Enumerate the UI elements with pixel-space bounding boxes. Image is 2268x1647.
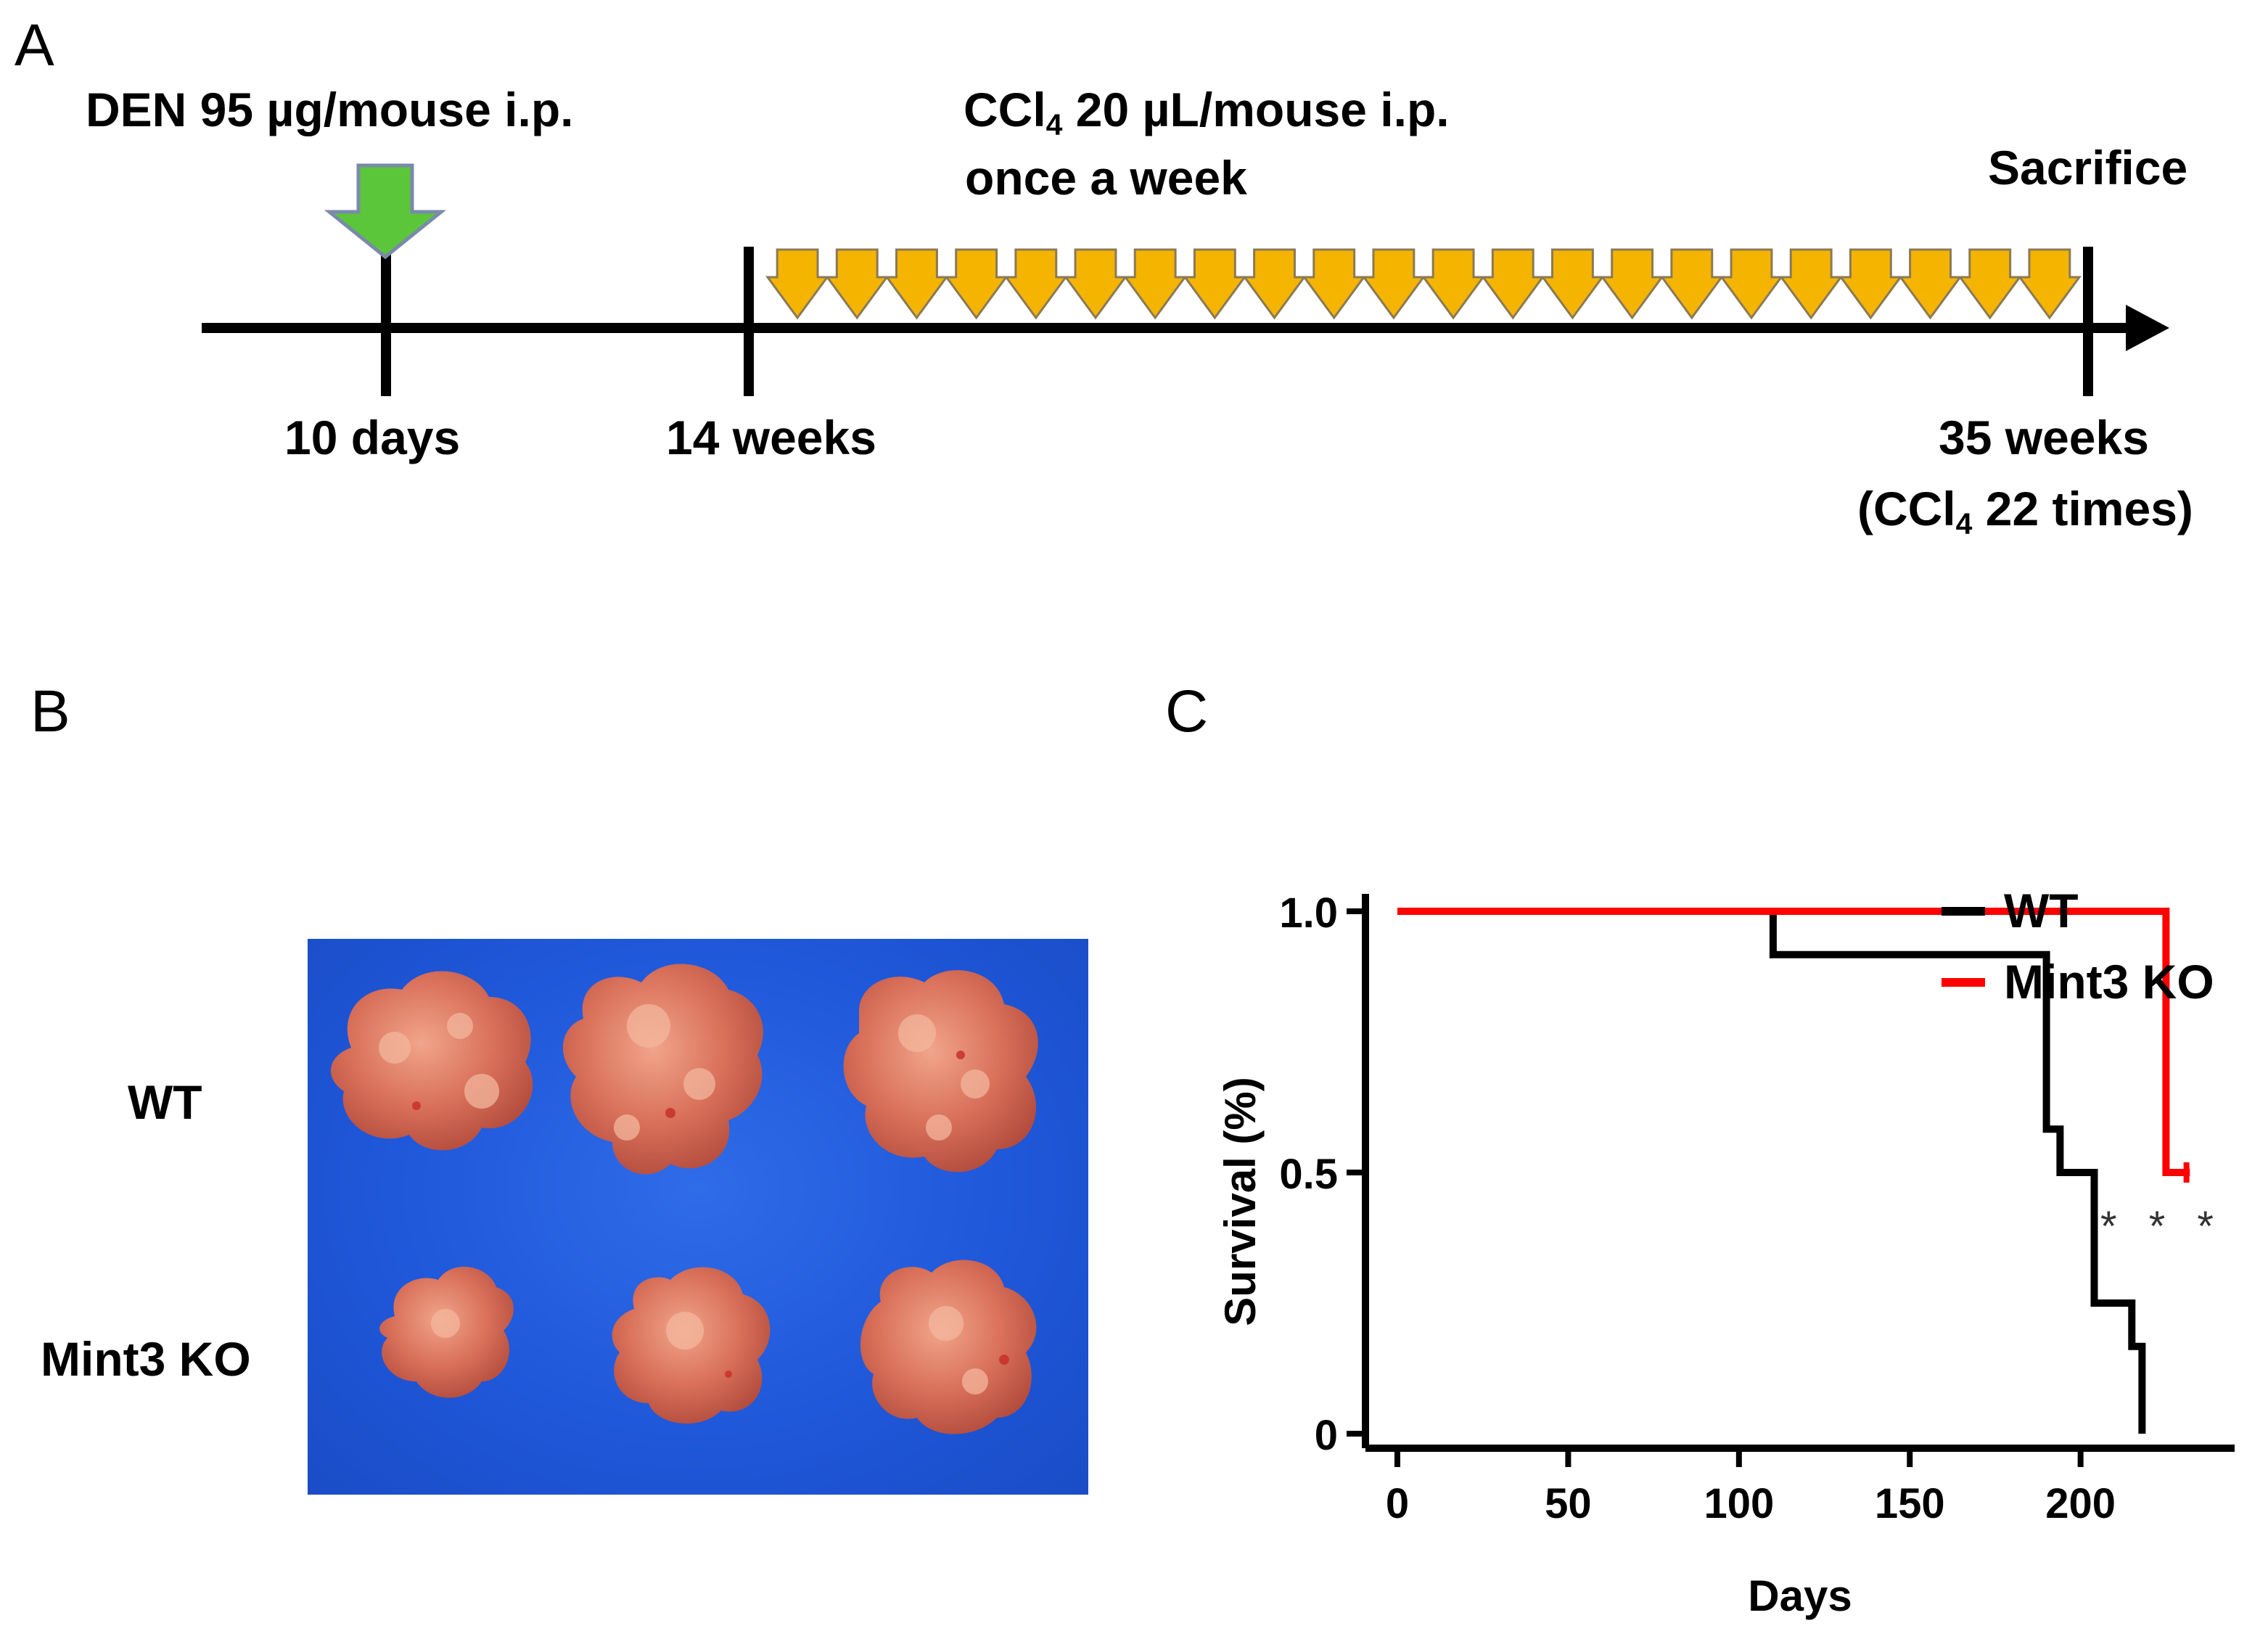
- y-tick-label: 1.0: [1279, 890, 1338, 937]
- ccl4-arrow-row: [765, 248, 2082, 320]
- ccl4-arrow-icon: [765, 248, 830, 320]
- panel-letter-b: B: [30, 678, 70, 744]
- photo-row-label-mint3ko: Mint3 KO: [41, 1332, 251, 1386]
- ccl4-arrow-icon: [2017, 248, 2082, 320]
- tick-label-ccl4-times: (CCl4 22 times): [1857, 482, 2193, 538]
- liver-nodule-texture: [379, 1004, 990, 1395]
- legend-label: WT: [2004, 884, 2079, 937]
- x-tick-label: 150: [1875, 1480, 1945, 1527]
- liver-tumor-photo: [308, 939, 1088, 1495]
- ccl4-times-suffix: 22 times): [1972, 482, 2193, 535]
- y-axis-title: Survival (%): [1216, 1077, 1265, 1326]
- ccl4-times-subscript: 4: [1955, 506, 1973, 541]
- x-tick-label: 200: [2045, 1480, 2116, 1527]
- ccl4-arrow-icon: [1242, 248, 1307, 320]
- x-tick-label: 0: [1386, 1480, 1409, 1527]
- ccl4-dose-text: 20 µL/mouse i.p.: [1062, 83, 1450, 136]
- liver-wt-2: [562, 964, 763, 1175]
- timeline-diagram: [202, 163, 2169, 396]
- x-axis-title: Days: [1748, 1572, 1852, 1620]
- liver-hemorrhage-spots: [412, 1051, 1009, 1378]
- ccl4-arrow-icon: [1659, 248, 1724, 320]
- ccl4-arrow-icon: [884, 248, 949, 320]
- significance-stars: * * *: [2100, 1203, 2224, 1250]
- ccl4-arrow-icon: [1898, 248, 1963, 320]
- y-tick-label: 0.5: [1279, 1151, 1338, 1198]
- series-mint3-ko-line: [1397, 908, 2190, 1176]
- den-arrow-icon: [324, 163, 447, 260]
- ccl4-arrow-icon: [1003, 248, 1068, 320]
- liver-wt-1: [330, 971, 533, 1151]
- ccl4-arrow-icon: [1719, 248, 1784, 320]
- ccl4-arrow-icon: [1361, 248, 1426, 320]
- ccl4-times-prefix: (CCl: [1857, 482, 1956, 535]
- ccl4-arrow-icon: [825, 248, 889, 320]
- y-tick-label: 0: [1315, 1412, 1338, 1459]
- panel-letter-a: A: [15, 12, 54, 78]
- ccl4-arrow-icon: [1302, 248, 1366, 320]
- liver-wt-3: [843, 970, 1038, 1172]
- series-wt-line: [1397, 908, 2146, 1434]
- ccl4-arrow-icon: [1838, 248, 1903, 320]
- ccl4-arrow-icon: [1481, 248, 1545, 320]
- tick-label-10-days: 10 days: [284, 411, 461, 464]
- ccl4-arrow-icon: [1779, 248, 1844, 320]
- liver-specimens: [330, 964, 1038, 1434]
- chart-legend: WT Mint3 KO: [1942, 884, 2214, 1009]
- survival-chart: 0 0.5 1.0 0 50 100 150 200 Days Survival (%) * * …: [1216, 884, 2235, 1620]
- ccl4-label-line2: once a week: [965, 151, 1247, 205]
- ccl4-subscript: 4: [1045, 107, 1063, 141]
- ccl4-label-line1: CCl4 20 µL/mouse i.p.: [964, 83, 1450, 139]
- tick-label-14-weeks: 14 weeks: [666, 411, 876, 464]
- ccl4-arrow-icon: [944, 248, 1008, 320]
- legend-label: Mint3 KO: [2004, 955, 2214, 1009]
- ccl4-arrow-icon: [1063, 248, 1128, 320]
- sacrifice-label: Sacrifice: [1988, 141, 2188, 194]
- ccl4-arrow-icon: [1540, 248, 1605, 320]
- ccl4-text: CCl: [964, 83, 1046, 136]
- ccl4-arrow-icon: [1123, 248, 1188, 320]
- x-tick-label: 100: [1704, 1480, 1774, 1527]
- timeline-arrowhead: [2126, 305, 2169, 351]
- tick-label-35-weeks: 35 weeks: [1939, 411, 2149, 464]
- ccl4-arrow-icon: [1183, 248, 1247, 320]
- chart-series: * * *: [1397, 908, 2224, 1434]
- ccl4-arrow-icon: [1421, 248, 1486, 320]
- liver-ko-3: [860, 1260, 1037, 1434]
- ccl4-arrow-icon: [1600, 248, 1664, 320]
- ccl4-arrow-icon: [1957, 248, 2022, 320]
- x-tick-label: 50: [1545, 1480, 1592, 1527]
- panel-letter-c: C: [1165, 678, 1209, 744]
- chart-axes: 0 0.5 1.0 0 50 100 150 200 Days Survival (%): [1216, 890, 2235, 1620]
- photo-row-label-wt: WT: [128, 1075, 202, 1129]
- den-label: DEN 95 µg/mouse i.p.: [86, 83, 574, 136]
